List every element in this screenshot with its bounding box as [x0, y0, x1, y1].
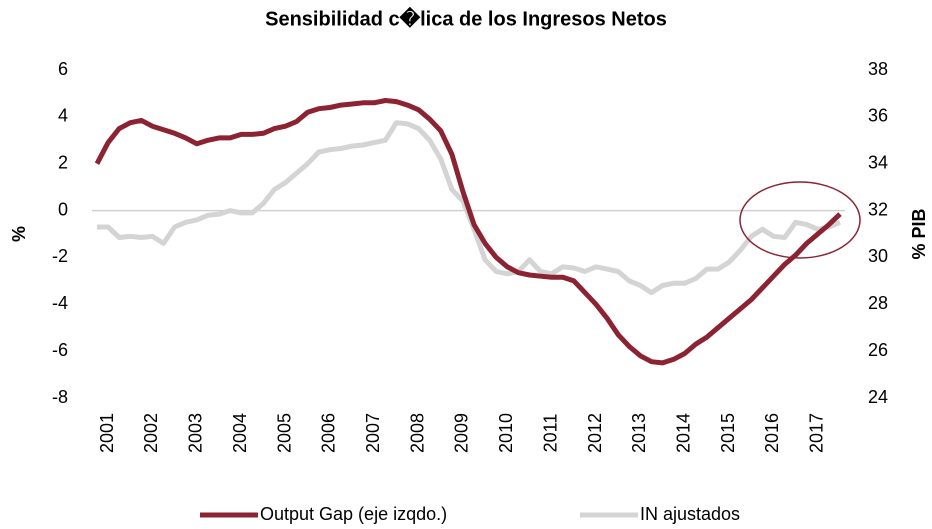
y2-tick-label: 36: [868, 106, 888, 126]
series-line: [94, 98, 842, 366]
y2-axis-label: % PIB: [909, 208, 929, 259]
x-tick-label: 2011: [540, 414, 560, 453]
x-tick-label: 2008: [407, 413, 427, 453]
x-tick-label: 2004: [230, 413, 250, 453]
x-tick-label: 2017: [807, 413, 827, 453]
x-tick-label: 2010: [496, 413, 516, 453]
x-tick-label: 2014: [673, 413, 693, 453]
y-tick-label: -8: [52, 387, 68, 407]
x-tick-label: 2012: [585, 413, 605, 453]
x-tick-label: 2006: [319, 413, 339, 453]
y2-tick-label: 24: [868, 387, 888, 407]
y2-tick-label: 38: [868, 59, 888, 79]
x-tick-label: 2009: [452, 413, 472, 453]
highlight-ellipse: [739, 181, 861, 259]
y2-tick-label: 30: [868, 246, 888, 266]
x-tick-label: 2015: [718, 413, 738, 453]
x-tick-label: 2001: [97, 413, 117, 453]
x-tick-label: 2002: [141, 413, 161, 453]
x-tick-label: 2013: [629, 413, 649, 453]
y-tick-label: -4: [52, 293, 68, 313]
x-tick-label: 2016: [762, 413, 782, 453]
x-tick-label: 2007: [363, 413, 383, 453]
x-tick-label: 2003: [186, 413, 206, 453]
x-tick-label: 2005: [274, 413, 294, 453]
y2-tick-label: 28: [868, 293, 888, 313]
y-tick-label: 6: [58, 59, 68, 79]
y2-tick-label: 32: [868, 199, 888, 219]
y2-tick-label: 34: [868, 152, 888, 172]
legend-label: Output Gap (eje izqdo.): [260, 504, 447, 524]
y-axis-label: %: [9, 226, 29, 242]
y-tick-label: 0: [58, 199, 68, 219]
y-tick-label: 2: [58, 152, 68, 172]
y-tick-label: -6: [52, 340, 68, 360]
y-tick-label: -2: [52, 246, 68, 266]
chart-title: Sensibilidad c�lica de los Ingresos Neto…: [265, 6, 667, 30]
legend-label: IN ajustados: [640, 504, 740, 524]
y-tick-label: 4: [58, 106, 68, 126]
y2-tick-label: 26: [868, 340, 888, 360]
